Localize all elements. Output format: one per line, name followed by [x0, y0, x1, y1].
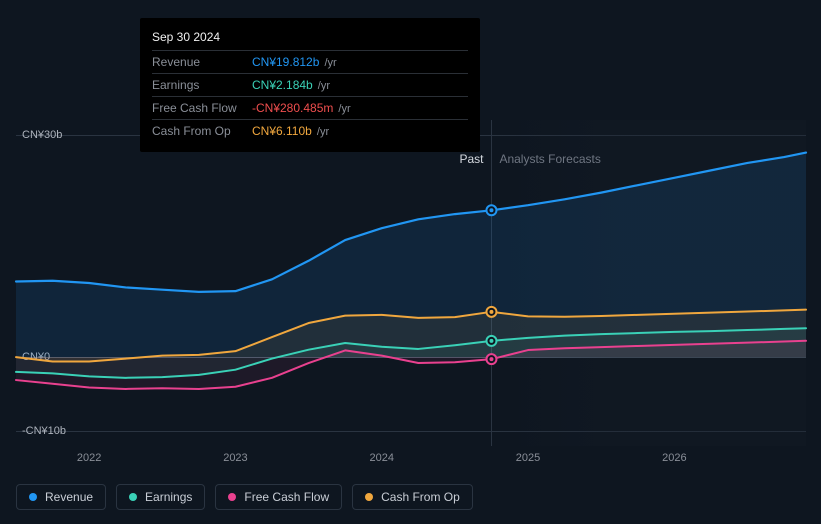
tooltip-value-text: -CN¥280.485m	[252, 101, 333, 115]
legend-item-cfo[interactable]: Cash From Op	[352, 484, 473, 510]
tooltip-value-text: CN¥6.110b	[252, 124, 312, 138]
tooltip-unit-text: /yr	[312, 126, 329, 138]
legend-label: Cash From Op	[381, 490, 460, 504]
legend-item-revenue[interactable]: Revenue	[16, 484, 106, 510]
chart-legend: Revenue Earnings Free Cash Flow Cash From O…	[16, 484, 473, 510]
chart-tooltip: Sep 30 2024 RevenueCN¥19.812b /yrEarning…	[140, 18, 480, 152]
series-marker-dot-earnings	[489, 339, 493, 343]
tooltip-unit-text: /yr	[319, 57, 336, 69]
tooltip-row-value: CN¥2.184b /yr	[252, 74, 468, 97]
legend-item-earnings[interactable]: Earnings	[116, 484, 205, 510]
tooltip-row: Cash From OpCN¥6.110b /yr	[152, 120, 468, 143]
tooltip-value-text: CN¥19.812b	[252, 55, 319, 69]
legend-dot-icon	[228, 493, 236, 501]
financial-chart-container: Sep 30 2024 RevenueCN¥19.812b /yrEarning…	[0, 0, 821, 524]
x-axis-label: 2025	[516, 452, 540, 464]
tooltip-unit-text: /yr	[313, 80, 330, 92]
tooltip-row-label: Cash From Op	[152, 120, 252, 143]
legend-label: Free Cash Flow	[244, 490, 329, 504]
tooltip-row: RevenueCN¥19.812b /yr	[152, 51, 468, 74]
tooltip-unit-text: /yr	[333, 103, 350, 115]
tooltip-row-value: -CN¥280.485m /yr	[252, 97, 468, 120]
legend-dot-icon	[29, 493, 37, 501]
series-marker-dot-revenue	[489, 208, 493, 212]
tooltip-row-label: Earnings	[152, 74, 252, 97]
tooltip-date: Sep 30 2024	[152, 26, 468, 50]
legend-dot-icon	[129, 493, 137, 501]
tooltip-value-text: CN¥2.184b	[252, 78, 313, 92]
legend-dot-icon	[365, 493, 373, 501]
tooltip-row: Free Cash Flow-CN¥280.485m /yr	[152, 97, 468, 120]
x-axis-label: 2023	[223, 452, 247, 464]
x-axis-labels: 2022 2023 2024 2025 2026	[16, 452, 806, 468]
tooltip-table: RevenueCN¥19.812b /yrEarningsCN¥2.184b /…	[152, 50, 468, 142]
legend-label: Revenue	[45, 490, 93, 504]
tooltip-row-value: CN¥19.812b /yr	[252, 51, 468, 74]
chart-plot-area[interactable]: CN¥30bCN¥0-CN¥10bPastAnalysts Forecasts	[16, 120, 806, 446]
tooltip-row-label: Revenue	[152, 51, 252, 74]
x-axis-label: 2026	[662, 452, 686, 464]
legend-label: Earnings	[145, 490, 192, 504]
series-marker-dot-fcf	[489, 357, 493, 361]
x-axis-label: 2022	[77, 452, 101, 464]
tooltip-row: EarningsCN¥2.184b /yr	[152, 74, 468, 97]
legend-item-fcf[interactable]: Free Cash Flow	[215, 484, 342, 510]
chart-svg	[16, 120, 806, 446]
tooltip-row-label: Free Cash Flow	[152, 97, 252, 120]
tooltip-row-value: CN¥6.110b /yr	[252, 120, 468, 143]
x-axis-label: 2024	[369, 452, 393, 464]
series-marker-dot-cfo	[489, 310, 493, 314]
